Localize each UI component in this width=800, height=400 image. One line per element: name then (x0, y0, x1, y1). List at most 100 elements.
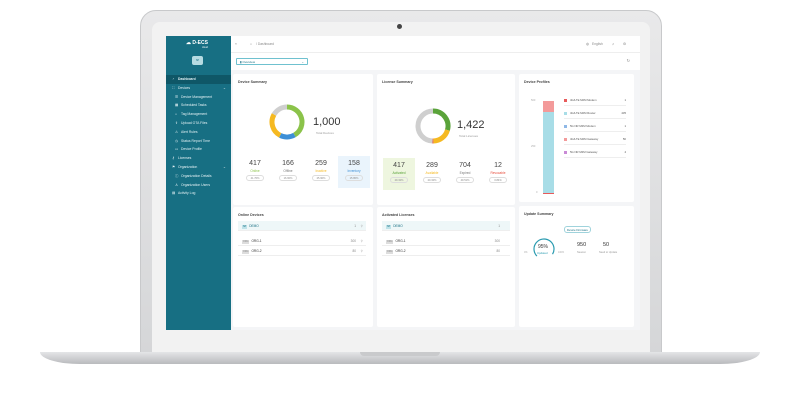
chevron-down-icon: ⌄ (301, 60, 304, 64)
card-title: Update Summary (524, 212, 554, 216)
device-summary-card: Device Summary 1,000 Total Devices 417 On… (233, 74, 373, 205)
stat-online[interactable]: 417 Online 41.70% (239, 156, 271, 188)
stat-expired[interactable]: 704 Expired 49.51% (449, 158, 481, 190)
card-title: Device Summary (238, 80, 267, 84)
legend-swatch (564, 111, 567, 115)
organization-icon: ⚑ (172, 164, 176, 169)
settings-icon[interactable]: ⚙ (623, 42, 626, 46)
legend-item[interactable]: 4G/LTE M2M Router 435 (564, 107, 626, 119)
sidebar-item-tag-management[interactable]: ⌂ Tag Management (166, 110, 231, 119)
table-row[interactable]: ORG ORG-1 300 ⚲ (238, 236, 366, 246)
collapse-icon[interactable]: « (235, 42, 237, 46)
total-licenses: 1,422 (457, 119, 485, 131)
language-select[interactable]: English (592, 42, 603, 46)
org-tag: ORG (386, 250, 394, 254)
newest-count: 950 (577, 242, 587, 248)
table-row[interactable]: ORG ORG-2 80 ⚲ (238, 246, 366, 256)
activated-licenses-card: Activated Licenses SP DEMO 1 ORG ORG-1 300 ORG… (377, 207, 515, 327)
refresh-icon[interactable]: ↻ (626, 58, 630, 63)
bar-segment[interactable] (543, 111, 554, 193)
alert-icon: ⚠ (175, 129, 179, 134)
legend-item[interactable]: 4G/LTE M2M Gateway 56 (564, 133, 626, 145)
stat-revocable[interactable]: 12 Revocable 0.84% (489, 162, 507, 183)
firmware-filter[interactable]: Device Firmware (564, 226, 591, 233)
bar-segment[interactable] (543, 100, 554, 102)
bar-segment[interactable] (543, 101, 554, 112)
stat-inventory[interactable]: 158 Inventory 15.80% (338, 156, 370, 188)
clock-icon: ◷ (175, 138, 178, 143)
update-summary-card: Update Summary Device Firmware 95% Updat… (519, 206, 634, 327)
location-pin-icon[interactable]: ⚲ (360, 249, 363, 253)
device-profiles-card: Device Profiles 500 250 0 4G/LTE M2M Mod… (519, 74, 634, 202)
calendar-icon: ▦ (175, 103, 179, 108)
total-devices: 1,000 (313, 116, 341, 128)
breadcrumb: / Dashboard (256, 42, 274, 46)
chevron-down-icon: ⌄ (223, 85, 226, 90)
table-row[interactable]: ORG ORG-2 80 (382, 246, 510, 256)
need-update-label: Need to Update (599, 251, 618, 254)
org-tag: SP (242, 225, 248, 229)
license-summary-card: License Summary 1,422 Total Licenses 417… (377, 74, 515, 205)
sidebar-nav: ◔ Dashboard ⛶ Devices ⌄ ☰ Device Management ▦ Sc… (166, 75, 231, 198)
table-row[interactable]: SP DEMO 1 (382, 221, 510, 231)
sidebar-item-organization[interactable]: ⚑ Organization ⌄ (166, 163, 231, 172)
org-tag: ORG (386, 240, 394, 244)
location-pin-icon[interactable]: ⚲ (360, 239, 363, 243)
stat-activated[interactable]: 417 Activated 29.32% (383, 158, 415, 190)
sidebar: ☁ D-ECS cloud SP ◔ Dashboard ⛶ Devices ⌄ ☰ Devi… (166, 36, 231, 330)
legend-item[interactable]: 5G NR M2M Gateway 4 (564, 146, 626, 158)
total-licenses-label: Total Licenses (459, 134, 479, 138)
donut-slice-inventory[interactable] (279, 132, 296, 140)
legend-item[interactable]: 5G NR M2M Modem 1 (564, 120, 626, 132)
legend-swatch (564, 98, 567, 102)
stat-inactive[interactable]: 259 Inactive 25.90% (305, 156, 337, 188)
stat-offline[interactable]: 166 Offline 16.60% (272, 156, 304, 188)
donut-slice-available[interactable] (433, 129, 450, 144)
table-row[interactable]: SP DEMO 1 ⚲ (238, 221, 366, 231)
folder-icon: ▭ (175, 147, 179, 152)
legend-swatch (564, 137, 567, 141)
card-title: Activated Licenses (382, 213, 415, 217)
org-tag: SP (386, 225, 392, 229)
sidebar-item-status-report-time[interactable]: ◷ Status Report Time (166, 137, 231, 146)
key-icon: ⚷ (172, 156, 175, 161)
card-title: Device Profiles (524, 80, 550, 84)
bell-icon[interactable]: ♫ (612, 42, 615, 46)
sidebar-item-scheduled-tasks[interactable]: ▦ Scheduled Tasks (166, 101, 231, 110)
logo: ☁ D-ECS cloud (186, 40, 208, 49)
device-donut-chart (269, 104, 305, 140)
top-bar: « ⌂ / Dashboard ◍ English ♫ ⚙ (231, 36, 640, 52)
sidebar-item-upload-ota-files[interactable]: ⇪ Upload OTA Files (166, 119, 231, 128)
dashboard-icon: ◔ (172, 77, 175, 81)
updated-percent: 95% (538, 244, 549, 250)
stat-available[interactable]: 289 Available 20.32% (416, 158, 448, 190)
org-tag: ORG (242, 240, 250, 244)
need-update-count: 50 (603, 242, 610, 248)
log-icon: ▤ (172, 191, 176, 196)
view-select[interactable]: ▮ Overview ⌄ (236, 58, 308, 65)
donut-slice-inactive[interactable] (269, 113, 282, 138)
updated-label: Updated (537, 251, 548, 255)
sidebar-item-licenses[interactable]: ⚷ Licenses (166, 154, 231, 163)
legend-item[interactable]: 4G/LTE M2M Modem 1 (564, 94, 626, 106)
table-row[interactable]: ORG ORG-1 300 (382, 236, 510, 246)
sidebar-item-organization-details[interactable]: ⓘ Organization Details (166, 172, 231, 181)
avatar[interactable]: SP (192, 56, 203, 65)
sidebar-item-device-profile[interactable]: ▭ Device Profile (166, 145, 231, 154)
sidebar-item-activity-log[interactable]: ▤ Activity Log (166, 189, 231, 198)
sidebar-item-device-management[interactable]: ☰ Device Management (166, 93, 231, 102)
home-icon[interactable]: ⌂ (250, 42, 252, 46)
donut-slice-offline[interactable] (271, 104, 288, 116)
donut-slice-expired[interactable] (415, 108, 434, 144)
tag-icon: ⌂ (175, 112, 178, 117)
donut-slice-online[interactable] (286, 104, 305, 138)
donut-slice-activated[interactable] (432, 108, 451, 131)
sidebar-item-devices[interactable]: ⛶ Devices ⌄ (166, 84, 231, 93)
sidebar-item-organization-users[interactable]: ♙ Organization Users (166, 181, 231, 190)
sidebar-item-alert-rules[interactable]: ⚠ Alert Rules (166, 128, 231, 137)
globe-icon[interactable]: ◍ (586, 42, 589, 46)
location-pin-icon[interactable]: ⚲ (360, 224, 363, 228)
axis-tick: 0 (536, 191, 538, 194)
update-gauge (533, 238, 555, 257)
sidebar-item-dashboard[interactable]: ◔ Dashboard (166, 75, 231, 84)
